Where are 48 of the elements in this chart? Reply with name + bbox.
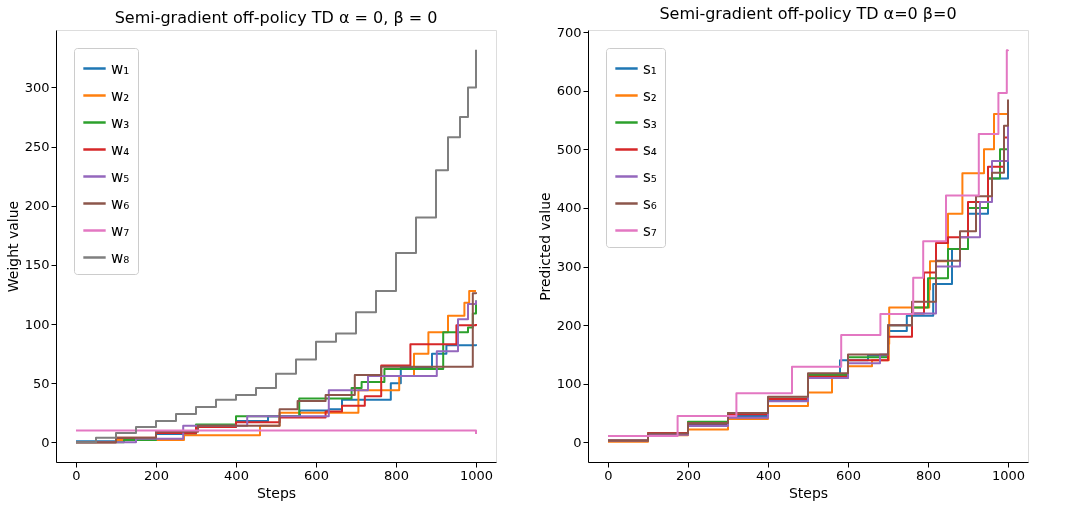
x-tick-label: 1000 [991,467,1026,483]
y-axis-title: Weight value [4,200,21,293]
x-tick-label: 200 [144,467,169,483]
y-tick-label: 400 [556,200,582,216]
chart-title: Semi-gradient off-policy TD α=0 β=0 [659,4,957,24]
x-tick-label: 400 [756,467,781,483]
y-tick-label: 50 [32,375,50,391]
legend-label: w₁ [111,59,130,78]
legend-label: w₄ [111,140,130,159]
legend-label: s₂ [643,86,657,105]
x-tick-label: 0 [72,467,81,483]
x-axis-title: Steps [256,484,297,501]
y-tick-label: 100 [24,316,50,332]
x-tick-label: 1000 [459,467,494,483]
legend-label: s₃ [643,113,657,132]
x-axis-title: Steps [788,484,829,501]
legend-label: w₆ [111,194,130,213]
legend-label: s₁ [643,59,657,78]
x-tick-label: 600 [836,467,861,483]
y-axis-title: Predicted value [536,192,553,301]
legend-label: w₅ [111,167,130,186]
y-tick-label: 200 [24,198,50,214]
y-tick-label: 100 [556,376,582,392]
legend-label: w₇ [111,221,130,240]
x-tick-label: 200 [676,467,701,483]
legend-label: s₇ [643,221,657,240]
y-tick-label: 0 [41,434,50,450]
legend-label: w₂ [111,86,130,105]
x-tick-label: 400 [224,467,249,483]
legend-label: w₃ [111,113,130,132]
y-tick-label: 150 [24,257,50,273]
x-tick-label: 800 [916,467,941,483]
y-tick-label: 500 [556,141,582,157]
y-tick-label: 0 [573,434,582,450]
legend-label: s₄ [643,140,657,159]
y-tick-label: 300 [556,259,582,275]
x-tick-label: 600 [304,467,329,483]
legend-label: w₈ [111,248,130,267]
y-tick-label: 300 [24,79,50,95]
chart-title: Semi-gradient off-policy TD α = 0, β = 0 [114,8,438,27]
y-tick-label: 700 [556,24,582,40]
x-tick-label: 0 [604,467,613,483]
y-tick-label: 600 [556,83,582,99]
legend-label: s₅ [643,167,657,186]
legend-label: s₆ [643,194,657,213]
y-tick-label: 200 [556,317,582,333]
y-tick-label: 250 [24,139,50,155]
x-tick-label: 800 [384,467,409,483]
